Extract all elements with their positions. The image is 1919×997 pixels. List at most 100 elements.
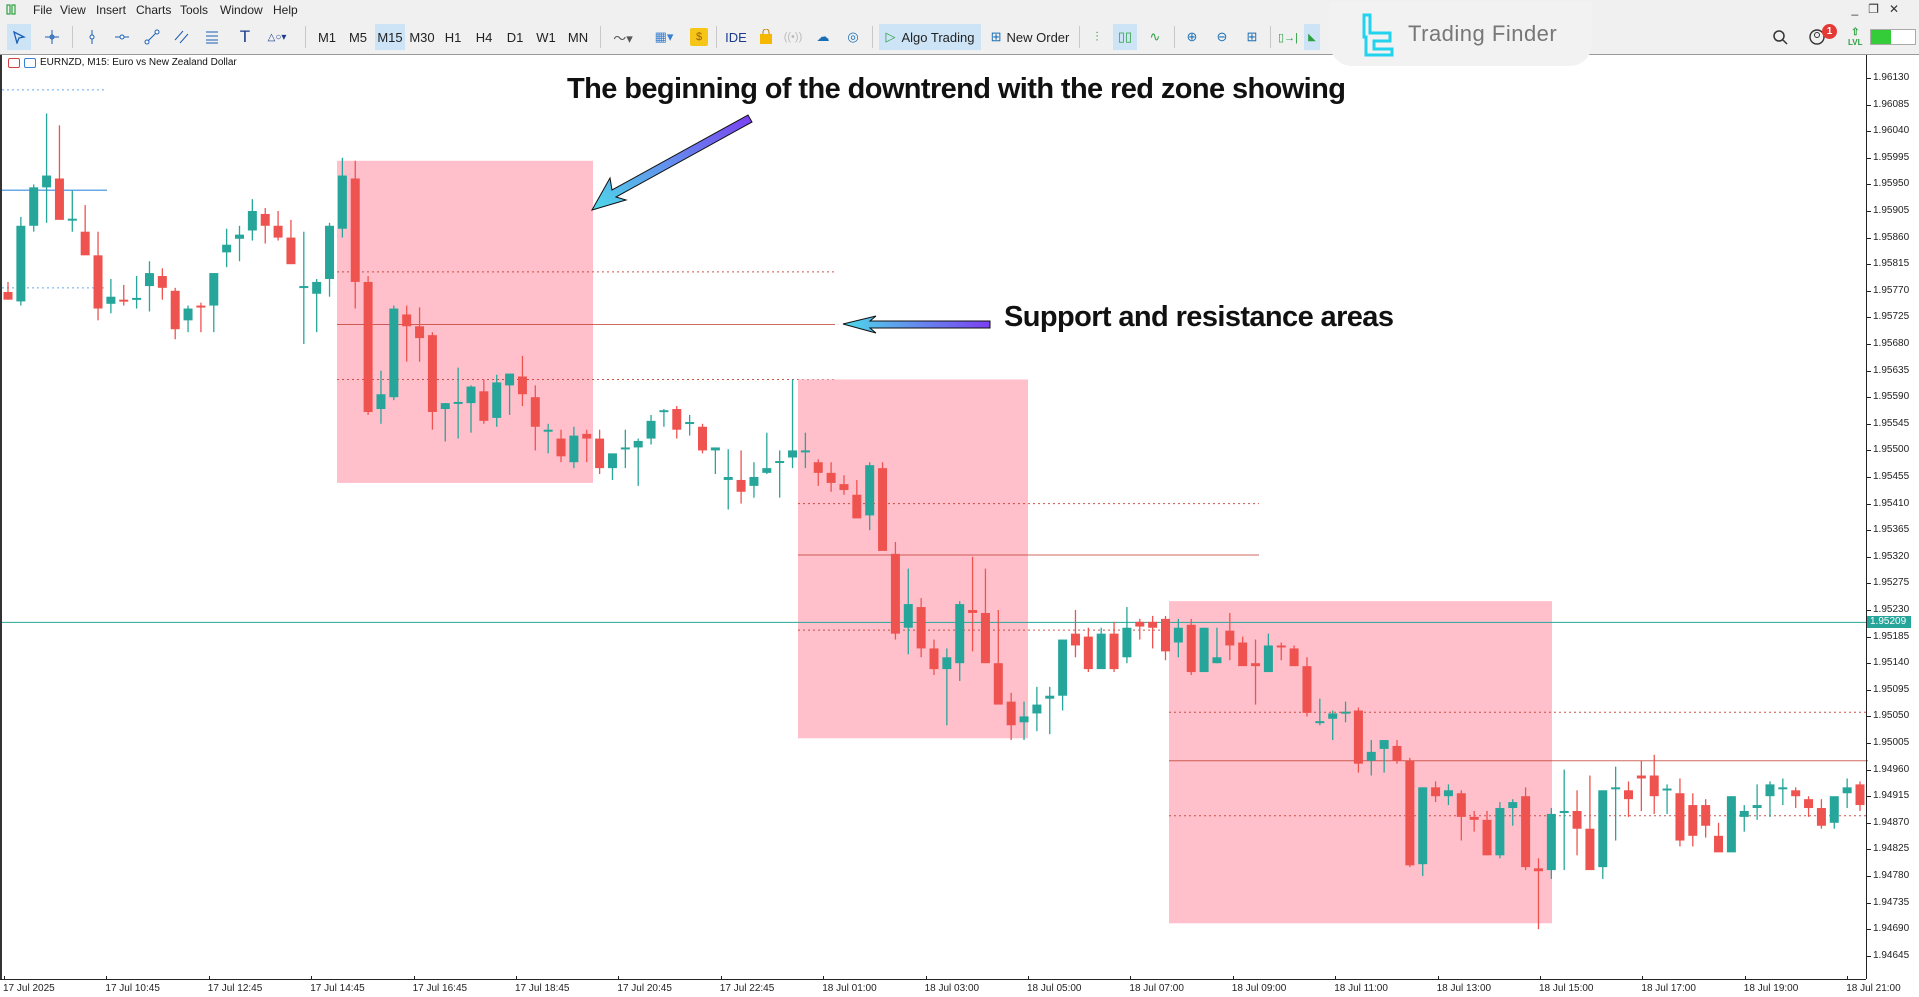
candle-body bbox=[170, 290, 180, 330]
price-tick bbox=[1867, 477, 1871, 478]
candle-body bbox=[1533, 868, 1543, 872]
add-account-button[interactable]: ◎ bbox=[842, 24, 864, 50]
candle-body bbox=[1624, 790, 1633, 800]
tf-h1[interactable]: H1 bbox=[444, 29, 462, 45]
trendline-tool[interactable] bbox=[140, 24, 164, 50]
candle-body bbox=[646, 420, 656, 439]
candle-body bbox=[852, 494, 862, 519]
algo-trading-button[interactable]: ▷ Algo Trading bbox=[879, 24, 981, 50]
vps-button[interactable]: ☁ bbox=[812, 24, 834, 50]
text-tool[interactable]: T bbox=[235, 24, 255, 50]
chart-templates-button[interactable]: ▦▾ bbox=[646, 24, 682, 50]
menu-insert[interactable]: Insert bbox=[96, 3, 127, 17]
close-button[interactable]: ✕ bbox=[1888, 2, 1909, 16]
tf-m5[interactable]: M5 bbox=[348, 29, 368, 45]
candle-body bbox=[530, 397, 540, 427]
account-button[interactable]: 1 bbox=[1808, 20, 1837, 54]
shapes-tool[interactable]: △○▾ bbox=[262, 24, 292, 50]
menu-charts[interactable]: Charts bbox=[136, 3, 172, 17]
candle-body bbox=[183, 308, 193, 321]
market-button[interactable]: $ bbox=[690, 28, 708, 46]
candle-body bbox=[286, 237, 296, 265]
candle-body bbox=[968, 610, 978, 613]
chart-template-icon: ▦▾ bbox=[654, 29, 674, 44]
time-label: 17 Jul 10:45 bbox=[105, 983, 160, 994]
candle-body bbox=[762, 468, 772, 473]
price-tick bbox=[1867, 211, 1871, 212]
menu-help[interactable]: Help bbox=[273, 3, 298, 17]
vertical-line-tool[interactable] bbox=[80, 24, 104, 50]
candle-body bbox=[1353, 710, 1363, 764]
search-button[interactable] bbox=[1772, 20, 1788, 54]
candle-body bbox=[1302, 666, 1312, 713]
tile-windows-button[interactable]: ⊞ bbox=[1240, 24, 1264, 50]
tf-m30[interactable]: M30 bbox=[409, 29, 435, 45]
new-order-icon: ⊞ bbox=[990, 29, 1002, 44]
cursor-tool-button[interactable] bbox=[7, 24, 31, 50]
cloud-icon: ☁ bbox=[816, 29, 830, 44]
zoom-out-button[interactable]: ⊖ bbox=[1210, 24, 1234, 50]
restore-button[interactable]: ❐ bbox=[1868, 2, 1889, 16]
price-label: 1.95725 bbox=[1873, 311, 1910, 323]
candlestick-chart-button[interactable]: ▯▯ bbox=[1113, 24, 1137, 50]
crosshair-tool-button[interactable] bbox=[40, 24, 64, 50]
tf-h4[interactable]: H4 bbox=[475, 29, 493, 45]
candle-body bbox=[1508, 802, 1518, 809]
time-label: 17 Jul 14:45 bbox=[310, 983, 365, 994]
chart-shift-button[interactable]: ◣ bbox=[1304, 24, 1320, 50]
time-label: 17 Jul 16:45 bbox=[412, 983, 468, 994]
channel-tool[interactable] bbox=[170, 24, 194, 50]
shop-button[interactable] bbox=[756, 24, 776, 50]
zoom-in-button[interactable]: ⊕ bbox=[1180, 24, 1204, 50]
candle-body bbox=[132, 297, 142, 300]
candle-body bbox=[93, 255, 103, 309]
tf-m1[interactable]: M1 bbox=[317, 29, 337, 45]
candle-body bbox=[543, 429, 553, 432]
candle-body bbox=[1032, 704, 1042, 714]
dollar-icon: $ bbox=[695, 31, 703, 43]
candle-body bbox=[1636, 775, 1646, 779]
time-tick bbox=[1642, 976, 1644, 980]
minimize-button[interactable]: _ bbox=[1851, 2, 1869, 16]
zoom-in-icon: ⊕ bbox=[1186, 29, 1198, 44]
time-label: 18 Jul 01:00 bbox=[822, 983, 877, 994]
candle-body bbox=[800, 450, 810, 453]
candle-body bbox=[569, 435, 579, 463]
horizontal-line-tool[interactable] bbox=[110, 24, 134, 50]
ide-button[interactable]: IDE bbox=[725, 29, 747, 45]
candle-body bbox=[29, 187, 39, 226]
signals-button[interactable]: ((•)) bbox=[782, 24, 804, 50]
candle-body bbox=[1096, 633, 1106, 670]
shopping-bag-icon bbox=[760, 29, 772, 44]
chart-canvas[interactable] bbox=[0, 55, 1868, 979]
tf-m15[interactable]: M15 bbox=[375, 24, 405, 50]
time-label: 18 Jul 11:00 bbox=[1334, 983, 1388, 994]
level-button[interactable]: ⇧ LVL bbox=[1848, 20, 1863, 54]
price-axis[interactable]: 1.96130 1.96085 1.96040 1.95995 1.95950 1.959… bbox=[1866, 55, 1919, 979]
current-price-label: 1.95209 bbox=[1867, 616, 1911, 629]
candle-body bbox=[350, 178, 360, 282]
menu-view[interactable]: View bbox=[60, 3, 86, 17]
tf-mn[interactable]: MN bbox=[567, 29, 589, 45]
tf-w1[interactable]: W1 bbox=[536, 29, 556, 45]
indicators-button[interactable]: 〜▾ bbox=[606, 24, 640, 50]
time-label: 17 Jul 12:45 bbox=[207, 983, 263, 994]
candle-body bbox=[1701, 805, 1711, 826]
new-order-button[interactable]: ⊞ New Order bbox=[985, 24, 1075, 50]
menu-tools[interactable]: Tools bbox=[180, 3, 209, 17]
signal-icon: ((•)) bbox=[783, 31, 803, 43]
bar-chart-button[interactable]: ⫶ bbox=[1085, 24, 1109, 50]
time-axis[interactable]: 17 Jul 2025 17 Jul 10:45 17 Jul 12:45 17 Ju… bbox=[0, 976, 1901, 997]
candle-body bbox=[505, 373, 515, 386]
candle-body bbox=[839, 484, 849, 491]
tf-d1[interactable]: D1 bbox=[506, 29, 524, 45]
candle-body bbox=[312, 281, 322, 294]
price-label: 1.94690 bbox=[1873, 923, 1910, 935]
fibonacci-tool[interactable] bbox=[200, 24, 224, 50]
menu-window[interactable]: Window bbox=[220, 3, 263, 17]
autoscroll-button[interactable]: ▯→| bbox=[1276, 24, 1300, 50]
candle-body bbox=[903, 604, 913, 628]
price-tick bbox=[1867, 530, 1871, 532]
line-chart-button[interactable]: ∿ bbox=[1143, 24, 1167, 50]
menu-file[interactable]: File bbox=[33, 3, 53, 17]
